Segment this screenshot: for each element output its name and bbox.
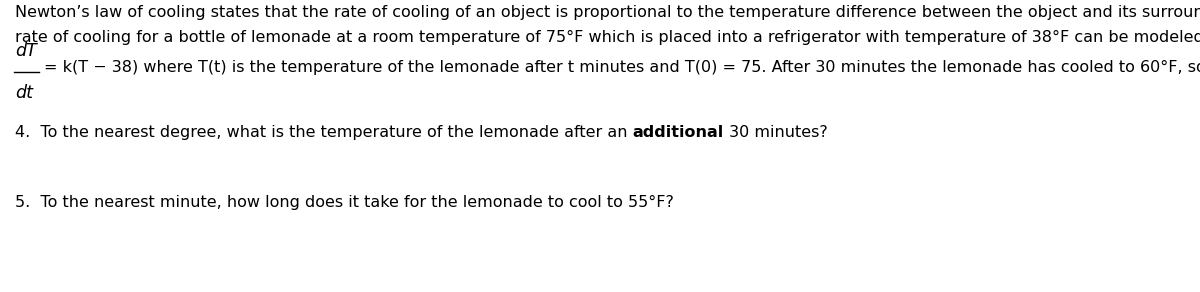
Text: dt: dt bbox=[14, 84, 34, 102]
Text: 30 minutes?: 30 minutes? bbox=[724, 125, 828, 140]
Text: rate of cooling for a bottle of lemonade at a room temperature of 75°F which is : rate of cooling for a bottle of lemonade… bbox=[14, 30, 1200, 45]
Text: 5.  To the nearest minute, how long does it take for the lemonade to cool to 55°: 5. To the nearest minute, how long does … bbox=[14, 195, 674, 210]
Text: Newton’s law of cooling states that the rate of cooling of an object is proporti: Newton’s law of cooling states that the … bbox=[14, 5, 1200, 20]
Text: 4.  To the nearest degree, what is the temperature of the lemonade after an: 4. To the nearest degree, what is the te… bbox=[14, 125, 632, 140]
Text: = k(T − 38) where T(t) is the temperature of the lemonade after t minutes and T(: = k(T − 38) where T(t) is the temperatur… bbox=[43, 60, 1200, 75]
Text: additional: additional bbox=[632, 125, 724, 140]
Text: dT: dT bbox=[14, 43, 37, 60]
